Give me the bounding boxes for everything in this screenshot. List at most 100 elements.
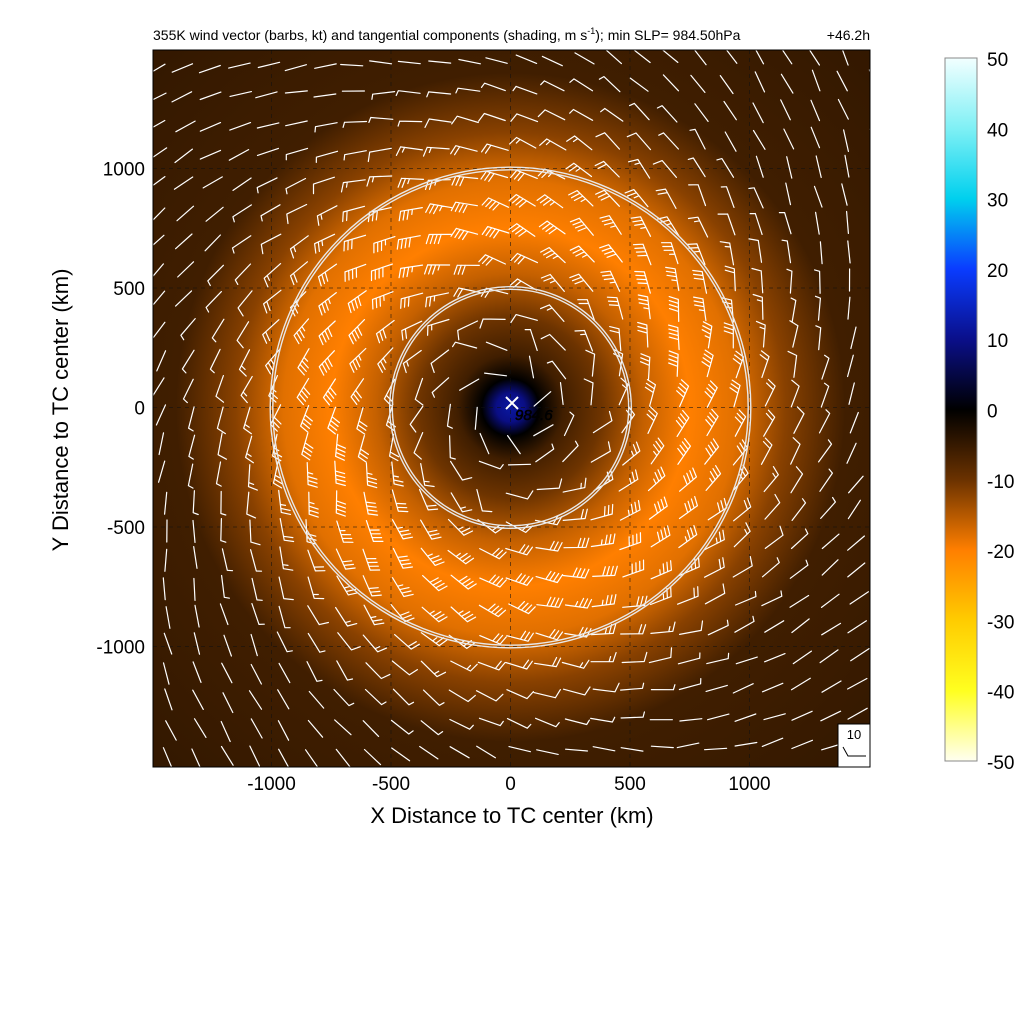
wind-barb [732,683,754,694]
wind-barb [791,739,813,750]
wind-barb [419,745,439,760]
wind-barb [342,205,366,223]
wind-barb [505,490,534,500]
wind-barb [559,382,564,405]
wind-barb [171,91,193,103]
wind-barb [787,350,798,378]
wind-barb [322,378,337,406]
wind-barb [478,112,506,122]
wind-barb [721,297,734,323]
wind-barb [850,326,857,350]
wind-barb [790,297,797,323]
wind-barb [600,270,621,292]
wind-barb [390,719,414,735]
wind-barb [232,177,252,191]
wind-barb [198,64,221,74]
wind-barb [734,409,747,437]
wind-barb [236,321,250,349]
wind-barb [594,160,620,178]
wind-barb [479,574,507,588]
wind-barb [485,57,508,64]
wind-barb [485,341,508,351]
wind-barb [348,319,366,345]
wind-barb [420,720,444,736]
wind-barb [249,745,260,767]
wind-barb [751,267,764,294]
wind-barb [650,745,674,749]
wind-barb [876,416,887,435]
wind-barb [297,348,310,376]
wind-barb [180,318,196,341]
wind-barb [277,720,290,741]
colorbar-tick-label: 30 [987,191,1008,212]
wind-barb [279,546,294,571]
wind-barb [459,378,480,391]
wind-barb [507,463,532,466]
wind-barb [719,241,735,266]
wind-barb [655,188,677,209]
center-pressure-label: 984.6 [515,407,553,424]
wind-barb [278,662,291,684]
wind-barb [163,632,173,655]
wind-barb [717,213,736,236]
wind-barb [592,746,616,752]
y-tick-label: 500 [113,279,145,300]
wind-barb [639,353,651,380]
wind-barb [878,299,879,321]
wind-barb [425,233,452,245]
wind-barb [260,204,281,222]
wind-barb [528,355,535,379]
wind-barb [678,678,702,691]
x-tick-label: 500 [614,774,646,795]
wind-barb [637,321,649,348]
wind-barb [507,435,521,455]
wind-barb [533,424,554,437]
wind-barb [286,203,308,225]
wind-barb [237,290,253,317]
wind-barb [199,149,222,160]
wind-barb [818,439,833,463]
chart-title: 355K wind vector (barbs, kt) and tangent… [153,26,741,43]
wind-barb [792,650,812,665]
wind-barb [153,290,166,306]
wind-barb [524,328,538,351]
wind-barb [562,477,587,493]
wind-barb [878,442,887,462]
wind-barb [153,176,166,187]
wind-barb [343,150,367,161]
wind-barb [876,739,896,749]
wind-barb [363,491,379,516]
wind-barb [426,91,452,98]
wind-barb [535,629,564,641]
wind-barb [650,586,672,606]
wind-barb [561,659,590,669]
wind-barb [391,747,411,762]
wind-barb [229,122,252,131]
wind-barb [193,546,198,569]
wind-barb [837,98,849,120]
wind-barb [564,597,593,609]
wind-barb [397,120,423,127]
wind-barb [562,567,590,579]
wind-barb [878,591,894,606]
wind-barb [724,131,737,152]
wind-barb [814,295,821,321]
wind-barb [357,435,369,463]
wind-barb [847,562,866,578]
wind-barb [646,406,658,434]
wind-barb [508,746,531,753]
wind-barb [679,620,704,635]
wind-barb [262,319,280,344]
wind-barb [453,264,480,275]
wind-barb [478,460,504,470]
wind-barb [450,574,477,590]
wind-barb [362,720,380,737]
wind-barb [707,772,729,775]
wind-barb [249,519,261,546]
wind-barb [791,710,813,721]
wind-barb [848,475,864,494]
wind-barb [622,559,645,578]
wind-barb [336,660,354,681]
wind-barb [365,662,391,680]
